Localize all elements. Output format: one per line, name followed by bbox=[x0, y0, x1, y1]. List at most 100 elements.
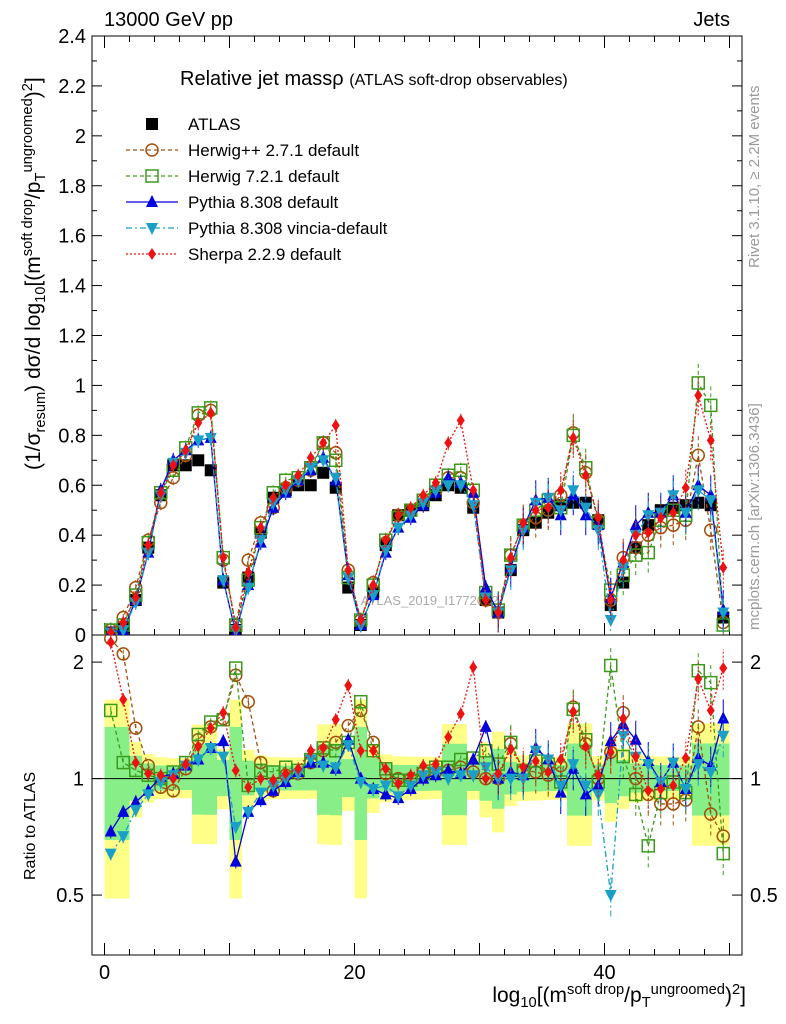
data-point bbox=[344, 564, 353, 577]
series-sherpa-2-2-9-default-ratio bbox=[106, 635, 728, 813]
y-tick-label-main: 2 bbox=[75, 126, 86, 148]
ratio-point bbox=[629, 787, 643, 802]
ratio-point bbox=[454, 770, 467, 783]
ratio-point bbox=[506, 743, 515, 756]
data-point bbox=[517, 525, 530, 538]
band-stat bbox=[104, 726, 117, 840]
ratio-point bbox=[604, 890, 617, 903]
data-point bbox=[469, 484, 478, 497]
data-point bbox=[231, 621, 240, 634]
data-point bbox=[569, 431, 578, 444]
ratio-point bbox=[716, 829, 730, 843]
rivet-label: Rivet 3.1.10, ≥ 2.2M events bbox=[746, 85, 763, 269]
ratio-point bbox=[244, 781, 253, 794]
data-point bbox=[704, 398, 718, 413]
y-tick-label-ratio: 1 bbox=[73, 769, 84, 791]
ratio-point bbox=[631, 750, 640, 763]
ratio-point bbox=[229, 821, 242, 834]
data-point bbox=[604, 615, 617, 628]
legend-label: ATLAS bbox=[188, 115, 241, 134]
data-point bbox=[606, 594, 615, 607]
data-point bbox=[429, 485, 442, 498]
ratio-point bbox=[394, 777, 403, 790]
ratio-point bbox=[217, 734, 230, 747]
ratio-point bbox=[704, 766, 717, 779]
data-point bbox=[329, 453, 343, 468]
data-point bbox=[719, 561, 728, 574]
x-axis-title: log10[(msoft drop/pTungroomed)2] bbox=[492, 982, 746, 1012]
data-point bbox=[706, 434, 715, 447]
ratio-point bbox=[219, 706, 228, 719]
process-label: Jets bbox=[693, 9, 730, 31]
series-line-main bbox=[110, 437, 724, 634]
data-point bbox=[156, 486, 165, 499]
legend-marker bbox=[145, 143, 159, 157]
x-tick-label: 40 bbox=[593, 962, 615, 984]
ratio-point bbox=[716, 846, 730, 861]
data-point bbox=[467, 500, 480, 513]
legend-label: Herwig++ 2.7.1 default bbox=[188, 141, 359, 160]
y-tick-label-ratio: 0.5 bbox=[56, 885, 84, 907]
ratio-point bbox=[554, 780, 567, 793]
y-axis-title-main: (1/σresum) dσ/d log10[(msoft drop/pTungr… bbox=[20, 77, 50, 470]
ratio-point bbox=[719, 662, 728, 675]
plot-title: Relative jet massρ (ATLAS soft-drop obse… bbox=[180, 68, 568, 91]
ratio-point bbox=[479, 762, 492, 775]
data-point bbox=[392, 522, 405, 535]
ratio-point bbox=[231, 764, 240, 777]
ratio-point bbox=[241, 694, 255, 709]
legend-marker bbox=[146, 118, 158, 130]
ratio-frame bbox=[91, 634, 743, 956]
y-tick-label-ratio-right: 0.5 bbox=[750, 885, 778, 907]
ratio-point bbox=[704, 675, 718, 690]
ratio-point bbox=[641, 839, 655, 853]
data-point bbox=[394, 509, 403, 522]
ratio-point bbox=[104, 848, 117, 861]
ratio-point bbox=[304, 754, 317, 767]
ratio-point bbox=[579, 787, 592, 800]
ratio-point bbox=[694, 672, 703, 685]
data-point bbox=[254, 535, 267, 548]
ratio-point bbox=[356, 744, 365, 757]
data-point bbox=[442, 480, 455, 493]
ratio-point bbox=[116, 755, 130, 770]
ratio-point bbox=[642, 759, 655, 772]
ratio-point bbox=[117, 804, 130, 817]
ratio-point bbox=[206, 722, 215, 735]
data-point bbox=[694, 389, 703, 402]
ratio-point bbox=[654, 776, 667, 789]
data-point bbox=[592, 525, 605, 538]
data-point bbox=[519, 516, 528, 529]
legend-marker bbox=[146, 223, 158, 235]
data-point bbox=[306, 451, 315, 464]
data-point bbox=[456, 414, 465, 427]
ratio-point bbox=[379, 787, 392, 800]
data-point bbox=[381, 534, 390, 547]
data-point bbox=[406, 501, 415, 514]
series-line-ratio bbox=[110, 733, 724, 896]
data-point bbox=[294, 469, 303, 482]
ratio-point bbox=[479, 719, 492, 732]
data-point bbox=[179, 459, 192, 472]
ratio-point bbox=[644, 784, 653, 797]
ratio-point bbox=[269, 774, 278, 787]
ratio-point bbox=[581, 740, 590, 753]
y-tick-label-main: 2.2 bbox=[58, 76, 86, 98]
band-stat bbox=[717, 743, 730, 816]
ratio-point bbox=[691, 720, 705, 734]
data-point bbox=[206, 406, 215, 419]
data-point bbox=[404, 510, 417, 523]
ratio-point bbox=[106, 636, 115, 649]
series-line-ratio bbox=[110, 665, 724, 854]
y-axis-title-ratio: Ratio to ATLAS bbox=[22, 771, 39, 880]
ratio-point bbox=[692, 759, 705, 772]
watermark-text: ATLAS_2019_I1772062 bbox=[361, 593, 499, 608]
data-point bbox=[356, 614, 365, 627]
ratio-point bbox=[341, 718, 355, 733]
ratio-point bbox=[354, 694, 368, 709]
ratio-point bbox=[604, 658, 618, 673]
ratio-point bbox=[679, 783, 692, 796]
legend-label: Pythia 8.308 default bbox=[188, 193, 339, 212]
data-point bbox=[669, 506, 678, 519]
ratio-point bbox=[129, 804, 142, 817]
